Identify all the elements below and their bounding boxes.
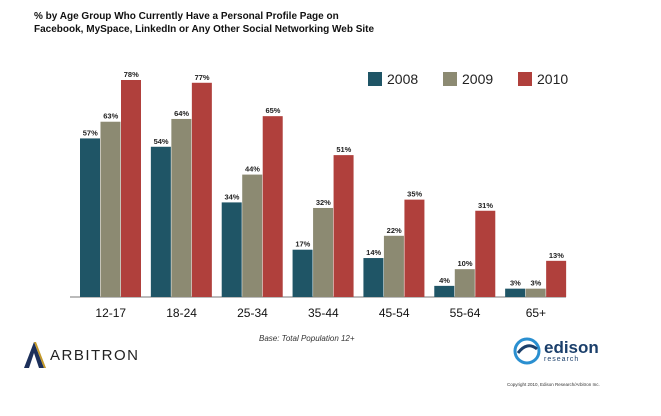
bar-label-2008-25-34: 34% xyxy=(224,192,239,201)
category-label-45-54: 45-54 xyxy=(379,306,410,320)
bar-2010-45-54 xyxy=(404,199,425,297)
bar-2010-12-17 xyxy=(121,80,141,297)
bar-label-2008-55-64: 4% xyxy=(439,276,450,285)
chart-title: % by Age Group Who Currently Have a Pers… xyxy=(34,10,454,36)
bar-label-2009-18-24: 64% xyxy=(174,109,189,118)
bar-2010-55-64 xyxy=(475,210,496,297)
edison-swirl-logo-icon xyxy=(513,337,541,365)
bar-label-2010-65+: 13% xyxy=(549,251,564,260)
bar-label-2010-12-17: 78% xyxy=(124,70,139,79)
bar-2008-25-34 xyxy=(221,202,242,297)
copyright-text: Copyright 2010, Edison Research/Arbitron… xyxy=(507,382,600,387)
bar-label-2008-18-24: 54% xyxy=(154,137,169,146)
bar-label-2010-45-54: 35% xyxy=(407,190,422,199)
bar-label-2009-12-17: 63% xyxy=(103,112,118,121)
bar-label-2010-25-34: 65% xyxy=(265,106,280,115)
bar-label-2009-65+: 3% xyxy=(530,279,541,288)
base-note: Base: Total Population 12+ xyxy=(259,334,355,343)
bar-2009-12-17 xyxy=(100,121,121,297)
arbitron-logo: ARBITRON xyxy=(22,340,140,370)
bar-label-2010-55-64: 31% xyxy=(478,201,493,210)
category-label-35-44: 35-44 xyxy=(308,306,339,320)
bar-2010-65+ xyxy=(546,260,567,297)
bar-label-2008-45-54: 14% xyxy=(366,248,381,257)
bar-2008-45-54 xyxy=(363,258,384,297)
bar-label-2008-65+: 3% xyxy=(510,279,521,288)
category-label-12-17: 12-17 xyxy=(95,306,126,320)
bar-2008-12-17 xyxy=(80,138,100,297)
edison-logo: edison research xyxy=(512,336,599,366)
bar-label-2010-35-44: 51% xyxy=(336,145,351,154)
legend-swatch-2008 xyxy=(368,72,382,86)
bar-2010-18-24 xyxy=(191,82,212,298)
title-line-1: % by Age Group Who Currently Have a Pers… xyxy=(34,11,339,22)
bar-label-2008-35-44: 17% xyxy=(295,240,310,249)
legend-label-2008: 2008 xyxy=(387,71,418,87)
category-label-25-34: 25-34 xyxy=(237,306,268,320)
bar-2009-55-64 xyxy=(454,269,475,297)
category-label-55-64: 55-64 xyxy=(450,306,481,320)
bar-label-2009-25-34: 44% xyxy=(245,165,260,174)
edison-wordmark: edison xyxy=(544,337,599,357)
legend-swatch-2009 xyxy=(443,72,457,86)
bar-label-2008-12-17: 57% xyxy=(83,128,98,137)
bar-label-2009-55-64: 10% xyxy=(458,259,473,268)
arbitron-wordmark: ARBITRON xyxy=(50,346,140,364)
category-label-18-24: 18-24 xyxy=(166,306,197,320)
title-line-2: Facebook, MySpace, LinkedIn or Any Other… xyxy=(34,24,375,35)
bar-2009-25-34 xyxy=(242,174,263,297)
bar-label-2009-35-44: 32% xyxy=(316,198,331,207)
legend-label-2009: 2009 xyxy=(462,71,493,87)
bar-2008-65+ xyxy=(505,288,526,297)
bar-2008-18-24 xyxy=(150,146,171,297)
bar-2009-65+ xyxy=(525,288,546,297)
legend-label-2010: 2010 xyxy=(537,71,568,87)
bar-2010-35-44 xyxy=(333,155,354,297)
legend-swatch-2010 xyxy=(518,72,532,86)
arbitron-chevron-logo-icon xyxy=(24,342,46,368)
bar-label-2010-18-24: 77% xyxy=(195,73,210,82)
bar-2009-45-54 xyxy=(383,235,404,297)
bar-2009-35-44 xyxy=(313,207,334,297)
category-label-65+: 65+ xyxy=(526,306,546,320)
bar-label-2009-45-54: 22% xyxy=(387,226,402,235)
edison-subtext: research xyxy=(544,355,580,363)
bar-2008-35-44 xyxy=(292,249,313,297)
bar-2009-18-24 xyxy=(171,118,192,297)
bar-2008-55-64 xyxy=(434,285,455,297)
bar-2010-25-34 xyxy=(262,116,283,298)
